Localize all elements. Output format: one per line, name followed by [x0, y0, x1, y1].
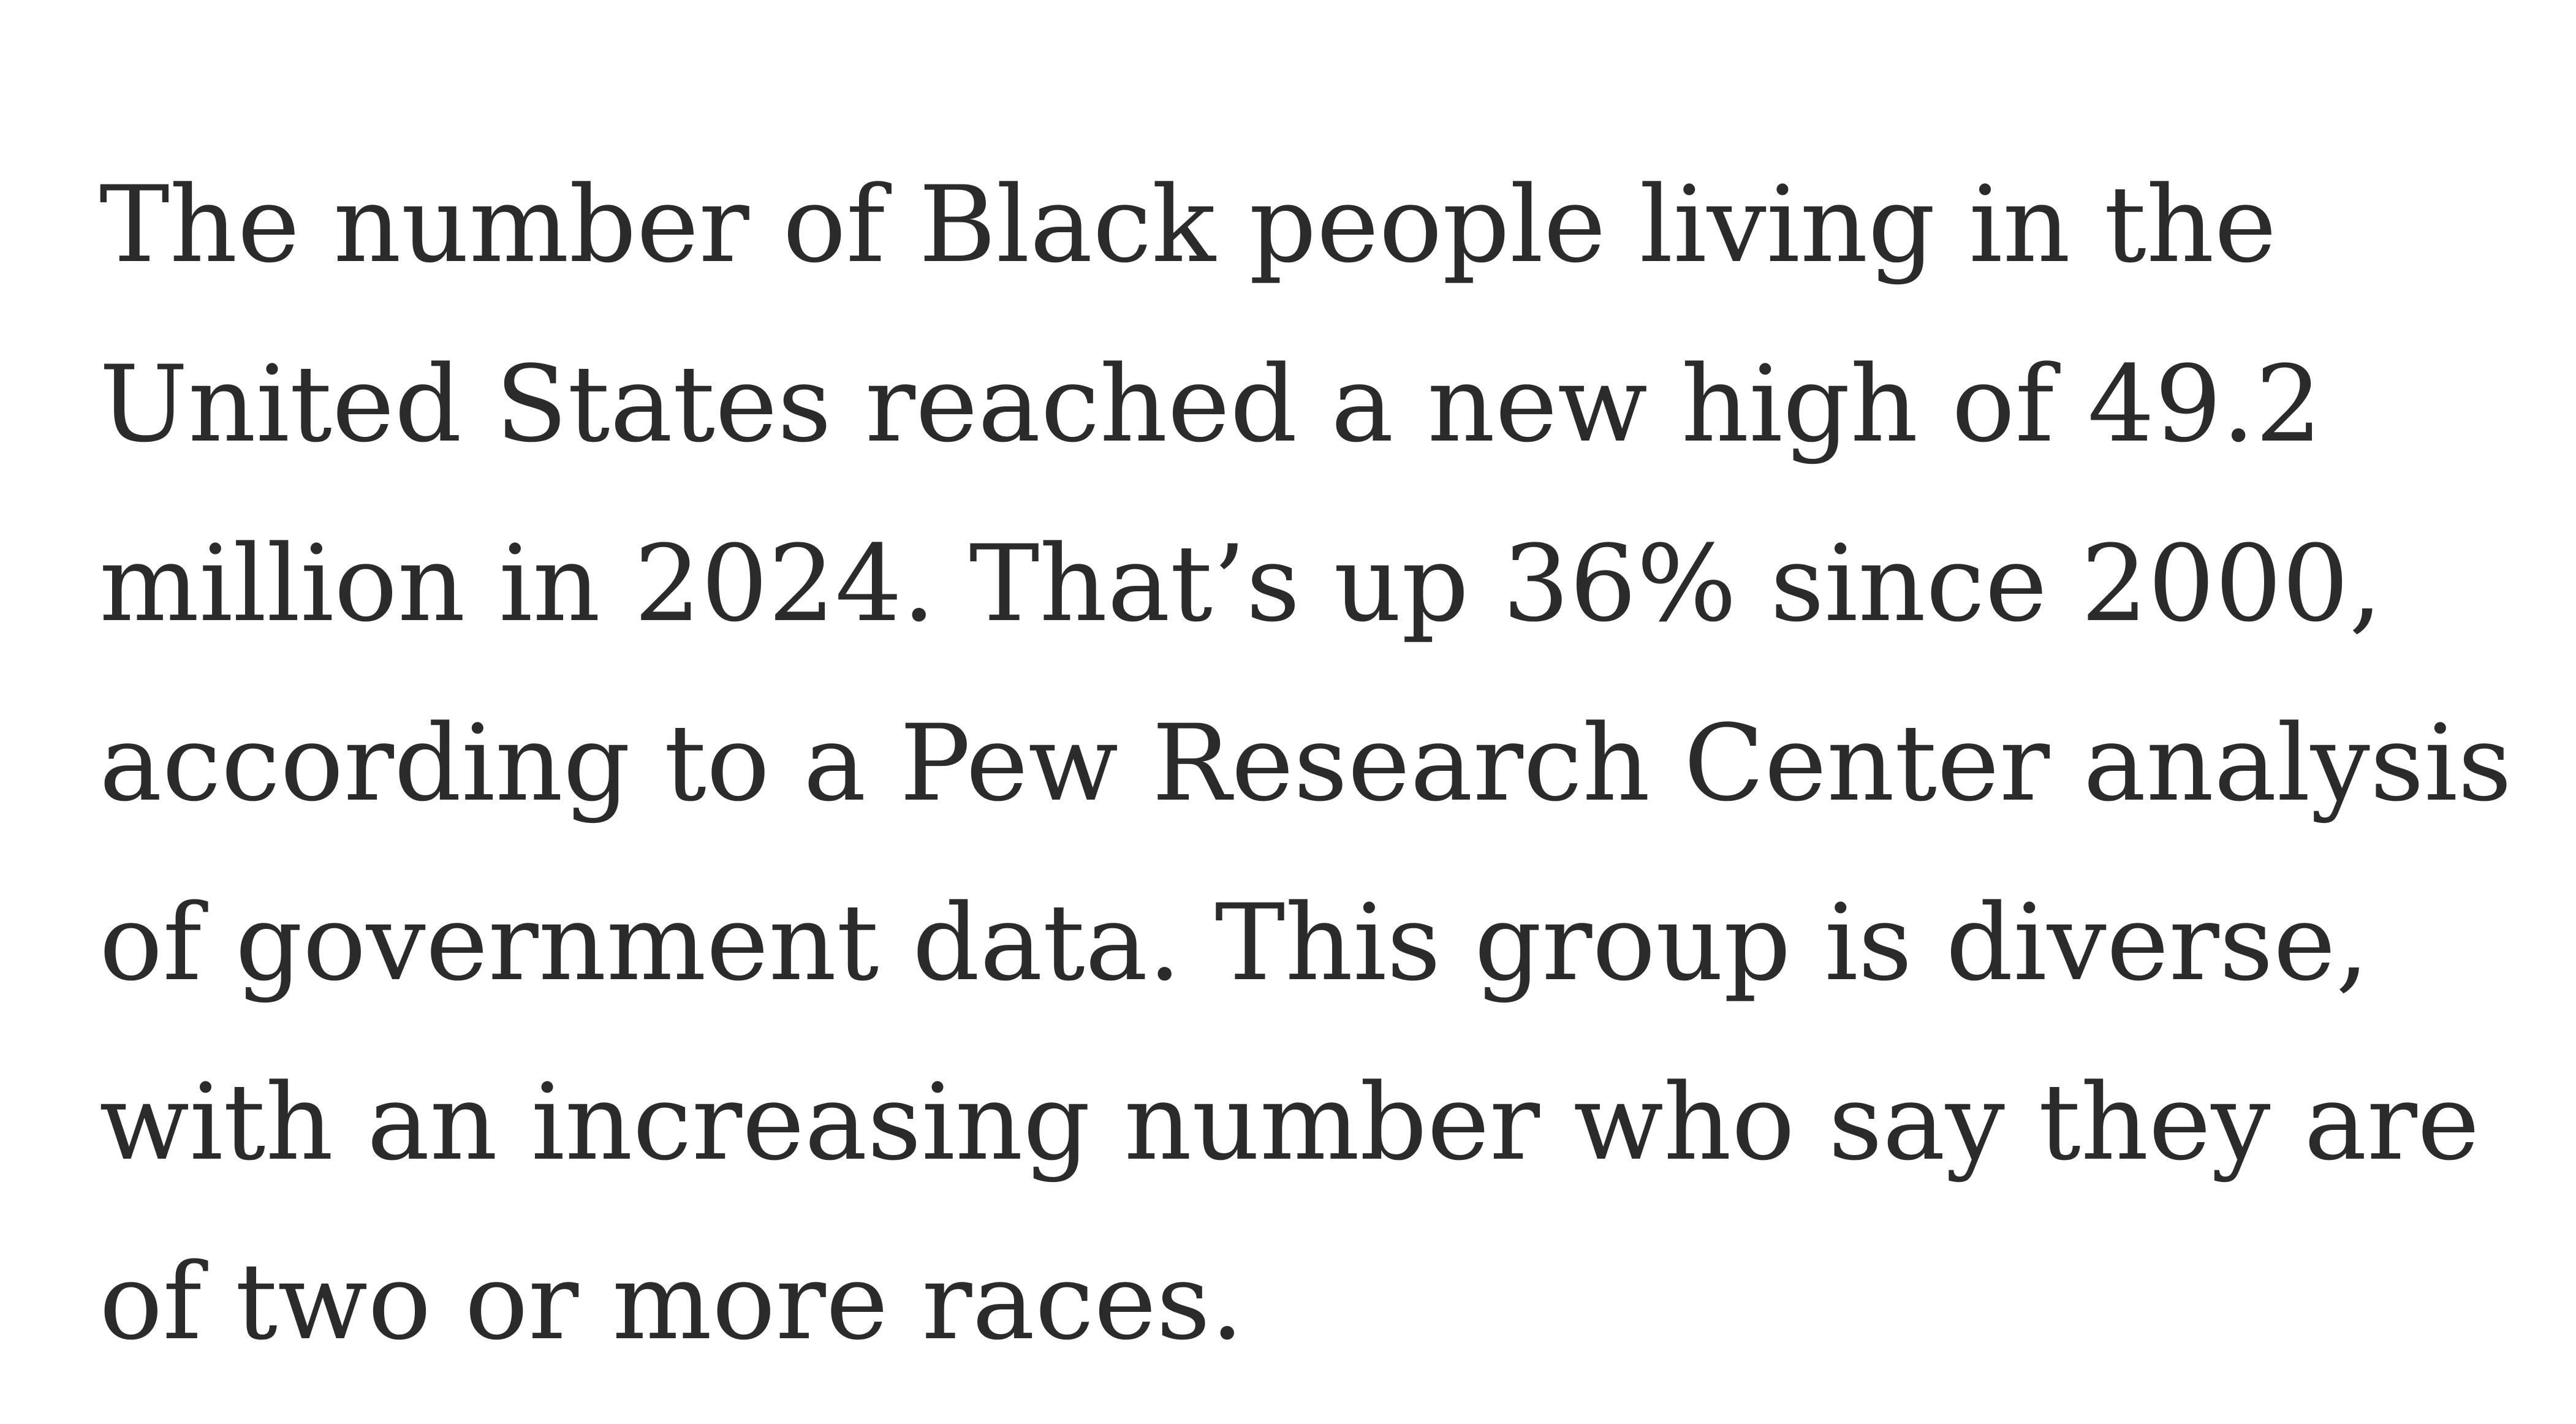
- paragraph-line: United States reached a new high of 49.2: [99, 343, 2322, 466]
- paragraph-line: The number of Black people living in the: [99, 163, 2277, 286]
- article-paragraph: The number of Black people living in the…: [99, 135, 2550, 1392]
- paragraph-line: million in 2024. That’s up 36% since 200…: [99, 522, 2383, 645]
- paragraph-line: of two or more races.: [99, 1240, 1244, 1363]
- paragraph-line: of government data. This group is divers…: [99, 881, 2370, 1004]
- paragraph-line: with an increasing number who say they a…: [99, 1061, 2480, 1184]
- paragraph-line: according to a Pew Research Center analy…: [99, 702, 2512, 825]
